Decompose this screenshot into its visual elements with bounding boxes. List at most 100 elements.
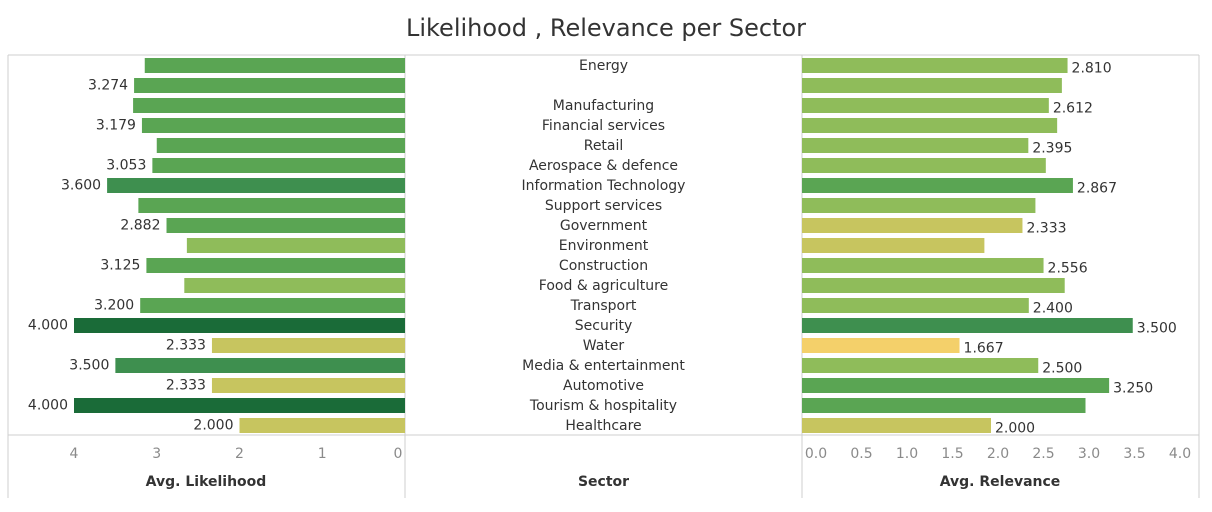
sector-label: Transport (570, 298, 637, 314)
likelihood-bar[interactable] (211, 378, 405, 393)
likelihood-bar[interactable] (146, 258, 405, 273)
sector-label: Healthcare (565, 418, 641, 434)
relevance-value-label: 3.500 (1137, 321, 1177, 337)
likelihood-tick-label: 4 (70, 446, 79, 462)
sector-label: Environment (559, 238, 649, 254)
sector-axis-title: Sector (578, 474, 629, 490)
chart-title: Likelihood , Relevance per Sector (405, 14, 807, 42)
sector-label: Energy (579, 58, 628, 74)
relevance-value-label: 2.000 (995, 421, 1035, 437)
likelihood-bar[interactable] (156, 138, 405, 153)
likelihood-axis-title: Avg. Likelihood (146, 474, 267, 490)
relevance-bar[interactable] (802, 78, 1062, 93)
likelihood-value-label: 3.125 (100, 258, 140, 274)
relevance-bar[interactable] (802, 58, 1068, 73)
relevance-axis-title: Avg. Relevance (940, 474, 1061, 490)
likelihood-tick-label: 0 (394, 446, 403, 462)
sector-label: Water (583, 338, 625, 354)
likelihood-bar[interactable] (74, 398, 405, 413)
likelihood-value-label: 3.053 (106, 158, 146, 174)
likelihood-bar[interactable] (74, 318, 405, 333)
relevance-bar[interactable] (802, 218, 1023, 233)
relevance-bar[interactable] (802, 338, 960, 353)
relevance-tick-label: 0.5 (850, 446, 872, 462)
relevance-tick-label: 3.5 (1123, 446, 1145, 462)
likelihood-bar[interactable] (141, 118, 405, 133)
relevance-tick-label: 2.5 (1032, 446, 1054, 462)
relevance-value-label: 2.612 (1053, 101, 1093, 117)
sector-label: Retail (584, 138, 624, 154)
sector-label: Tourism & hospitality (529, 398, 677, 414)
likelihood-value-label: 3.274 (88, 78, 128, 94)
sector-label: Automotive (563, 378, 644, 394)
relevance-bar[interactable] (802, 198, 1036, 213)
relevance-bar[interactable] (802, 298, 1029, 313)
relevance-bar[interactable] (802, 398, 1086, 413)
sector-label: Aerospace & defence (529, 158, 678, 174)
likelihood-tick-label: 3 (152, 446, 161, 462)
likelihood-value-label: 4.000 (28, 318, 68, 334)
relevance-value-label: 1.667 (964, 341, 1004, 357)
likelihood-bar[interactable] (186, 238, 405, 253)
relevance-tick-label: 1.0 (896, 446, 918, 462)
sector-label: Food & agriculture (539, 278, 668, 294)
relevance-bar[interactable] (802, 238, 985, 253)
relevance-value-label: 2.400 (1033, 301, 1073, 317)
likelihood-bar[interactable] (133, 98, 405, 113)
likelihood-bar[interactable] (144, 58, 405, 73)
sector-label: Financial services (542, 118, 665, 134)
relevance-tick-label: 2.0 (987, 446, 1009, 462)
sector-label: Information Technology (522, 178, 686, 194)
likelihood-bar[interactable] (107, 178, 405, 193)
relevance-bar[interactable] (802, 358, 1039, 373)
likelihood-bar[interactable] (184, 278, 405, 293)
likelihood-value-label: 2.333 (166, 338, 206, 354)
relevance-bar[interactable] (802, 418, 991, 433)
likelihood-bar[interactable] (166, 218, 405, 233)
relevance-value-label: 2.810 (1072, 61, 1112, 77)
sector-label: Security (575, 318, 633, 334)
relevance-value-label: 2.395 (1032, 141, 1072, 157)
sector-label: Media & entertainment (522, 358, 685, 374)
relevance-bar[interactable] (802, 318, 1133, 333)
relevance-bar[interactable] (802, 98, 1049, 113)
relevance-bar[interactable] (802, 158, 1046, 173)
likelihood-bar[interactable] (152, 158, 405, 173)
likelihood-bar[interactable] (239, 418, 406, 433)
likelihood-value-label: 2.882 (120, 218, 160, 234)
likelihood-bar[interactable] (138, 198, 405, 213)
likelihood-value-label: 3.179 (96, 118, 136, 134)
relevance-bar[interactable] (802, 178, 1073, 193)
relevance-tick-label: 1.5 (941, 446, 963, 462)
likelihood-bar[interactable] (211, 338, 405, 353)
relevance-tick-label: 0.0 (805, 446, 827, 462)
likelihood-value-label: 3.500 (69, 358, 109, 374)
likelihood-bar[interactable] (115, 358, 405, 373)
relevance-value-label: 2.333 (1026, 221, 1066, 237)
relevance-bar[interactable] (802, 278, 1065, 293)
likelihood-value-label: 2.000 (193, 418, 233, 434)
likelihood-bar[interactable] (140, 298, 405, 313)
likelihood-tick-label: 2 (235, 446, 244, 462)
relevance-bar[interactable] (802, 258, 1044, 273)
sector-label: Manufacturing (553, 98, 654, 114)
sector-label: Government (560, 218, 648, 234)
relevance-value-label: 2.556 (1048, 261, 1088, 277)
likelihood-tick-label: 1 (318, 446, 327, 462)
likelihood-value-label: 2.333 (166, 378, 206, 394)
relevance-value-label: 2.867 (1077, 181, 1117, 197)
relevance-bar[interactable] (802, 118, 1058, 133)
relevance-bar[interactable] (802, 378, 1110, 393)
likelihood-bar[interactable] (134, 78, 405, 93)
likelihood-value-label: 3.600 (61, 178, 101, 194)
relevance-tick-label: 4.0 (1169, 446, 1191, 462)
relevance-value-label: 2.500 (1042, 361, 1082, 377)
relevance-value-label: 3.250 (1113, 381, 1153, 397)
sector-label: Support services (545, 198, 662, 214)
likelihood-value-label: 4.000 (28, 398, 68, 414)
relevance-bar[interactable] (802, 138, 1029, 153)
sector-label: Construction (559, 258, 648, 274)
relevance-tick-label: 3.0 (1078, 446, 1100, 462)
likelihood-value-label: 3.200 (94, 298, 134, 314)
